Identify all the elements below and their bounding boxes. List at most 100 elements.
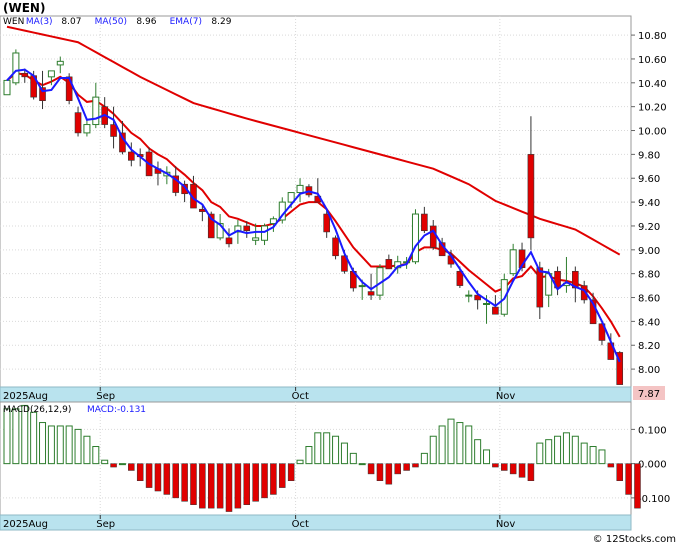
candle-body-down bbox=[385, 259, 393, 270]
candle-body-up bbox=[3, 79, 11, 96]
macd-bar-positive bbox=[83, 435, 91, 465]
price-tick-label: 8.80 bbox=[638, 270, 660, 281]
date-axis-bottom: 2025Aug Sep Oct Nov bbox=[3, 515, 515, 530]
macd-bar-negative bbox=[376, 463, 384, 482]
candle-body-down bbox=[21, 72, 29, 78]
candle-body-up bbox=[269, 218, 277, 225]
date-label: Sep bbox=[96, 519, 115, 530]
date-label: Nov bbox=[496, 391, 516, 402]
macd-bar-positive bbox=[56, 425, 64, 465]
candle-body-down bbox=[243, 225, 251, 232]
candle-body-down bbox=[341, 255, 348, 272]
candle-body-up bbox=[465, 294, 473, 297]
candle-body-down bbox=[74, 112, 82, 134]
candle-body-down bbox=[580, 285, 588, 301]
candle-body-up bbox=[483, 302, 491, 305]
candle bbox=[589, 292, 597, 325]
macd-bar-positive bbox=[340, 442, 348, 465]
macd-bar-positive bbox=[358, 463, 366, 466]
legend-label: MA(3) bbox=[26, 17, 53, 27]
price-tick-label: 9.00 bbox=[638, 246, 660, 257]
candle bbox=[572, 266, 579, 303]
macd-bar-positive bbox=[571, 435, 579, 465]
macd-value-label: MACD:-0.131 bbox=[87, 405, 146, 415]
macd-bar-positive bbox=[314, 432, 322, 465]
candle-body-up bbox=[358, 285, 366, 288]
candle bbox=[234, 219, 242, 244]
candle bbox=[527, 116, 535, 250]
macd-bar-negative bbox=[385, 463, 393, 485]
macd-bar-positive bbox=[536, 442, 544, 465]
macd-bar-negative bbox=[412, 463, 419, 468]
macd-bar-positive bbox=[447, 418, 455, 465]
macd-bar-negative bbox=[252, 463, 259, 502]
macd-bar-positive bbox=[47, 425, 55, 465]
macd-bar-negative bbox=[394, 463, 401, 475]
candle-body-down bbox=[367, 291, 375, 296]
macd-bar-negative bbox=[136, 463, 144, 482]
macd-bar-negative bbox=[154, 463, 162, 492]
candle-body-up bbox=[296, 184, 304, 194]
macd-bar-positive bbox=[420, 452, 428, 465]
candle bbox=[225, 228, 233, 248]
price-tick-label: 8.00 bbox=[638, 365, 660, 376]
candle bbox=[74, 106, 82, 137]
candle bbox=[323, 208, 330, 238]
indicator-legend: WEN MA(3) 8.07 MA(50) 8.96 EMA(7) 8.29 bbox=[3, 17, 232, 27]
date-axis-bar-top bbox=[0, 386, 632, 403]
macd-bar-positive bbox=[429, 435, 437, 465]
candle bbox=[92, 82, 100, 129]
macd-bar-negative bbox=[172, 463, 179, 499]
macd-bar-positive bbox=[580, 442, 588, 465]
candle-body-down bbox=[492, 306, 499, 315]
candle bbox=[172, 166, 180, 197]
macd-bar-negative bbox=[492, 463, 499, 468]
macd-bar-negative bbox=[199, 463, 206, 509]
candle-body-down bbox=[421, 213, 428, 232]
macd-bar-negative bbox=[279, 463, 286, 488]
macd-bar-positive bbox=[554, 435, 562, 465]
candle-body-down bbox=[518, 249, 526, 269]
date-label: Oct bbox=[292, 519, 309, 530]
candle bbox=[110, 106, 117, 149]
macd-bar-negative bbox=[243, 463, 251, 505]
last-price-box bbox=[633, 386, 665, 400]
macd-bar-negative bbox=[634, 463, 641, 509]
macd-bar-positive bbox=[349, 452, 357, 465]
macd-bar-negative bbox=[607, 463, 615, 468]
candle-body-down bbox=[323, 213, 330, 233]
macd-bar-negative bbox=[509, 463, 517, 475]
candle bbox=[56, 56, 64, 74]
legend-value: 8.29 bbox=[211, 17, 231, 27]
candle bbox=[465, 290, 473, 303]
macd-bar-negative bbox=[261, 463, 268, 499]
macd-bar-negative bbox=[527, 463, 535, 482]
ma3-path bbox=[6, 68, 621, 363]
macd-bar-negative bbox=[190, 463, 197, 505]
macd-bar-negative bbox=[128, 463, 135, 471]
price-tick-label: 10.60 bbox=[638, 55, 667, 66]
macd-bar-positive bbox=[30, 411, 38, 465]
candle bbox=[421, 206, 428, 234]
macd-bar-positive bbox=[562, 432, 570, 465]
candle bbox=[261, 223, 269, 246]
macd-tick-label: 0.000 bbox=[638, 460, 667, 471]
macd-bar-negative bbox=[403, 463, 410, 471]
ma3-line bbox=[6, 68, 621, 363]
macd-bar-negative bbox=[110, 463, 117, 468]
legend-value: 8.96 bbox=[136, 17, 156, 27]
price-tick-label: 10.80 bbox=[638, 31, 667, 42]
price-tick-label: 10.40 bbox=[638, 79, 667, 90]
candle-body-up bbox=[287, 192, 295, 203]
date-label: 2025Aug bbox=[3, 519, 48, 530]
candle bbox=[385, 254, 393, 270]
candle bbox=[3, 79, 11, 96]
date-axis-bar-bottom bbox=[0, 514, 632, 531]
candle-body-up bbox=[261, 225, 269, 241]
macd-bar-positive bbox=[39, 422, 47, 465]
candle-body-up bbox=[92, 96, 100, 126]
candle-body-up bbox=[234, 225, 242, 233]
macd-bar-positive bbox=[332, 435, 340, 465]
legend-label: WEN bbox=[3, 17, 24, 27]
candle bbox=[12, 49, 20, 86]
